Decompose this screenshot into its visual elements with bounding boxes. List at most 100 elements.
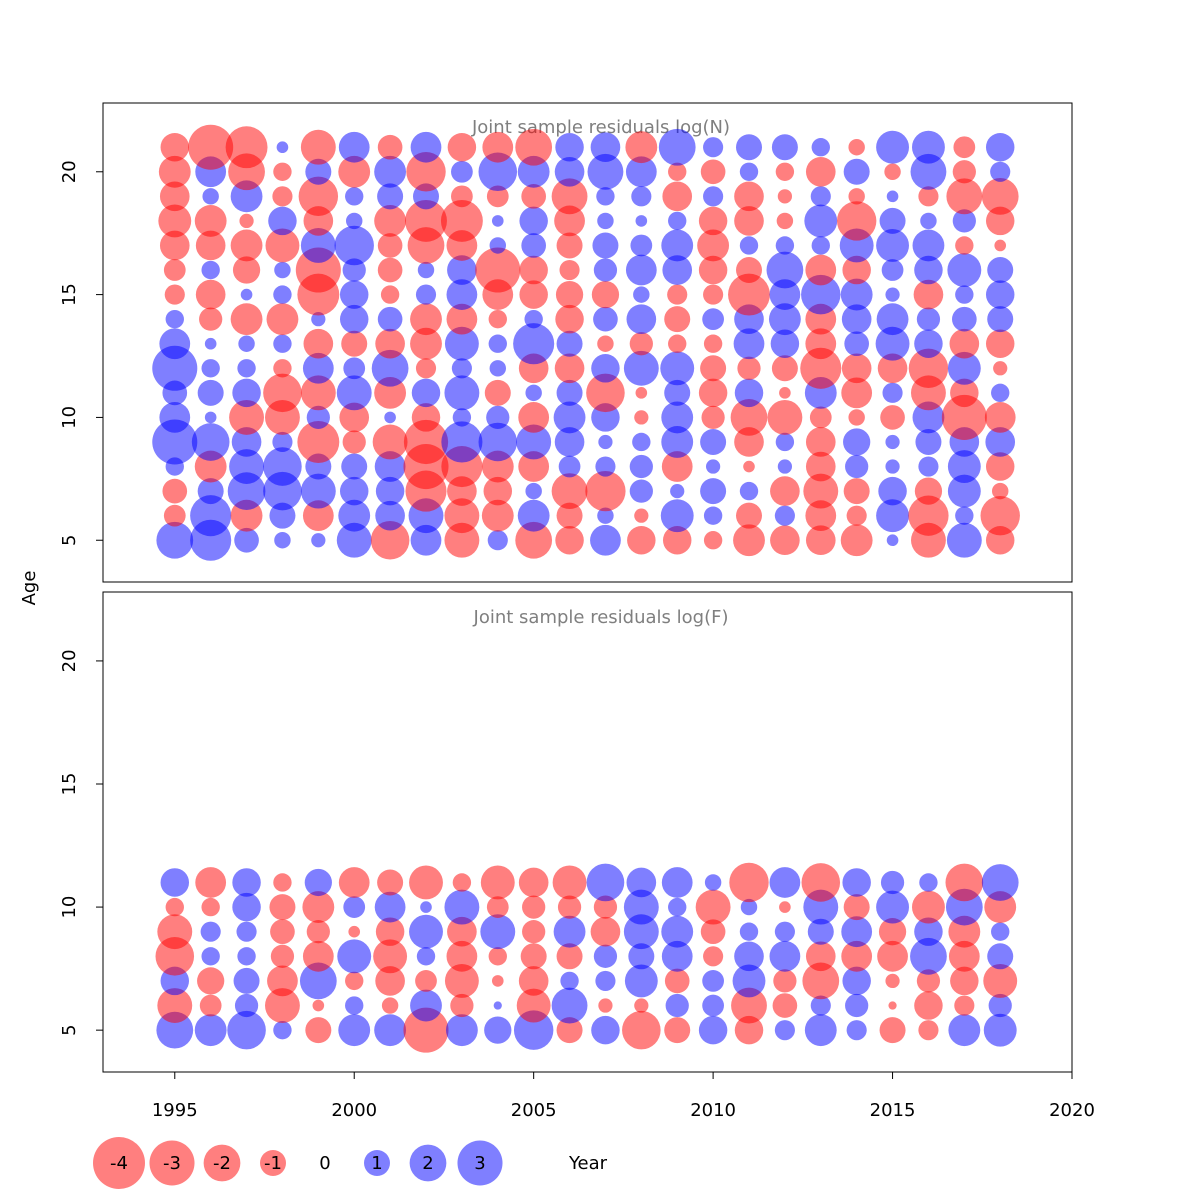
bubble bbox=[918, 456, 939, 477]
bubble bbox=[518, 966, 549, 996]
bubble bbox=[267, 965, 298, 997]
bubble bbox=[771, 134, 798, 161]
bubble bbox=[411, 378, 441, 408]
bubble bbox=[629, 332, 653, 356]
bubble bbox=[627, 526, 656, 555]
bubble bbox=[774, 1020, 795, 1041]
bubble bbox=[200, 921, 221, 942]
bubble bbox=[728, 273, 770, 316]
bubble bbox=[990, 161, 1011, 182]
bubble bbox=[920, 212, 937, 230]
legend-bubble bbox=[457, 1140, 503, 1186]
bubble bbox=[700, 478, 727, 505]
bubble bbox=[345, 996, 364, 1015]
bubble bbox=[626, 867, 657, 898]
bubble bbox=[159, 402, 191, 433]
x-tick-label: 2015 bbox=[870, 1100, 916, 1121]
bubble bbox=[447, 255, 477, 285]
bubble bbox=[766, 251, 804, 289]
bubble bbox=[157, 914, 193, 950]
bubble bbox=[551, 473, 588, 510]
bubble bbox=[342, 430, 366, 454]
bubble bbox=[703, 186, 724, 207]
bubble bbox=[915, 428, 942, 455]
bubble bbox=[772, 993, 798, 1018]
bubble bbox=[985, 206, 1015, 236]
bubble bbox=[554, 427, 585, 457]
bubble bbox=[914, 255, 943, 285]
bubble bbox=[273, 1020, 292, 1040]
bubble bbox=[918, 186, 939, 207]
bubble bbox=[734, 1015, 764, 1045]
x-axis-title: Year bbox=[568, 1153, 608, 1174]
bubble bbox=[300, 228, 336, 263]
bubble bbox=[486, 185, 509, 208]
bubble bbox=[919, 873, 938, 892]
bubble bbox=[884, 163, 901, 180]
bubble bbox=[156, 521, 194, 559]
bubble bbox=[880, 870, 905, 895]
bubble bbox=[810, 186, 831, 207]
bubble bbox=[493, 1001, 502, 1010]
bubble bbox=[845, 454, 869, 479]
bubble bbox=[336, 375, 372, 411]
bubble bbox=[302, 891, 335, 924]
bubble bbox=[775, 432, 795, 452]
bubble bbox=[483, 476, 513, 506]
bubble bbox=[598, 434, 613, 450]
bubble bbox=[374, 376, 407, 409]
bubble bbox=[517, 499, 550, 532]
bubble bbox=[156, 1011, 194, 1049]
bubble bbox=[595, 456, 616, 477]
bubble bbox=[878, 476, 907, 506]
bubble bbox=[518, 867, 549, 898]
bubble bbox=[952, 160, 976, 184]
bubble bbox=[475, 247, 521, 293]
bubble bbox=[948, 940, 980, 972]
bubble bbox=[273, 873, 292, 892]
bubble bbox=[409, 865, 443, 900]
bubble bbox=[273, 359, 292, 378]
bubble bbox=[554, 205, 585, 237]
bubble bbox=[338, 1014, 371, 1047]
bubble bbox=[451, 185, 473, 208]
bubble bbox=[811, 236, 830, 255]
bubble bbox=[662, 255, 693, 285]
bubble bbox=[164, 284, 185, 305]
bubble bbox=[201, 897, 220, 917]
legend-label: 2 bbox=[422, 1153, 433, 1174]
bubble bbox=[302, 352, 334, 384]
bubble bbox=[941, 394, 987, 440]
bubble bbox=[375, 917, 405, 946]
bubble bbox=[513, 323, 555, 365]
bubble bbox=[739, 922, 759, 941]
bubble bbox=[375, 476, 405, 506]
bubble bbox=[377, 183, 404, 210]
bubble bbox=[736, 502, 762, 529]
bubble bbox=[702, 970, 724, 992]
bubble bbox=[632, 432, 651, 452]
bubble bbox=[372, 424, 408, 460]
bubble bbox=[300, 473, 336, 509]
bubble bbox=[522, 895, 546, 919]
bubble bbox=[802, 962, 840, 1000]
bubble bbox=[910, 937, 947, 975]
bubble bbox=[591, 280, 620, 309]
bubble bbox=[451, 358, 472, 379]
bubble bbox=[273, 285, 292, 304]
bubble bbox=[879, 1017, 906, 1044]
bubble bbox=[195, 867, 227, 898]
bubble bbox=[628, 943, 655, 970]
bubble bbox=[488, 334, 507, 353]
bubble bbox=[274, 261, 291, 279]
legend-bubble bbox=[93, 1137, 145, 1189]
bubble bbox=[339, 304, 369, 334]
bubble bbox=[587, 153, 624, 190]
bubble bbox=[273, 162, 292, 181]
bubble bbox=[554, 156, 585, 187]
bubble bbox=[489, 360, 506, 377]
bubble bbox=[299, 962, 337, 1000]
bubble bbox=[805, 156, 836, 187]
bubble bbox=[668, 162, 687, 181]
